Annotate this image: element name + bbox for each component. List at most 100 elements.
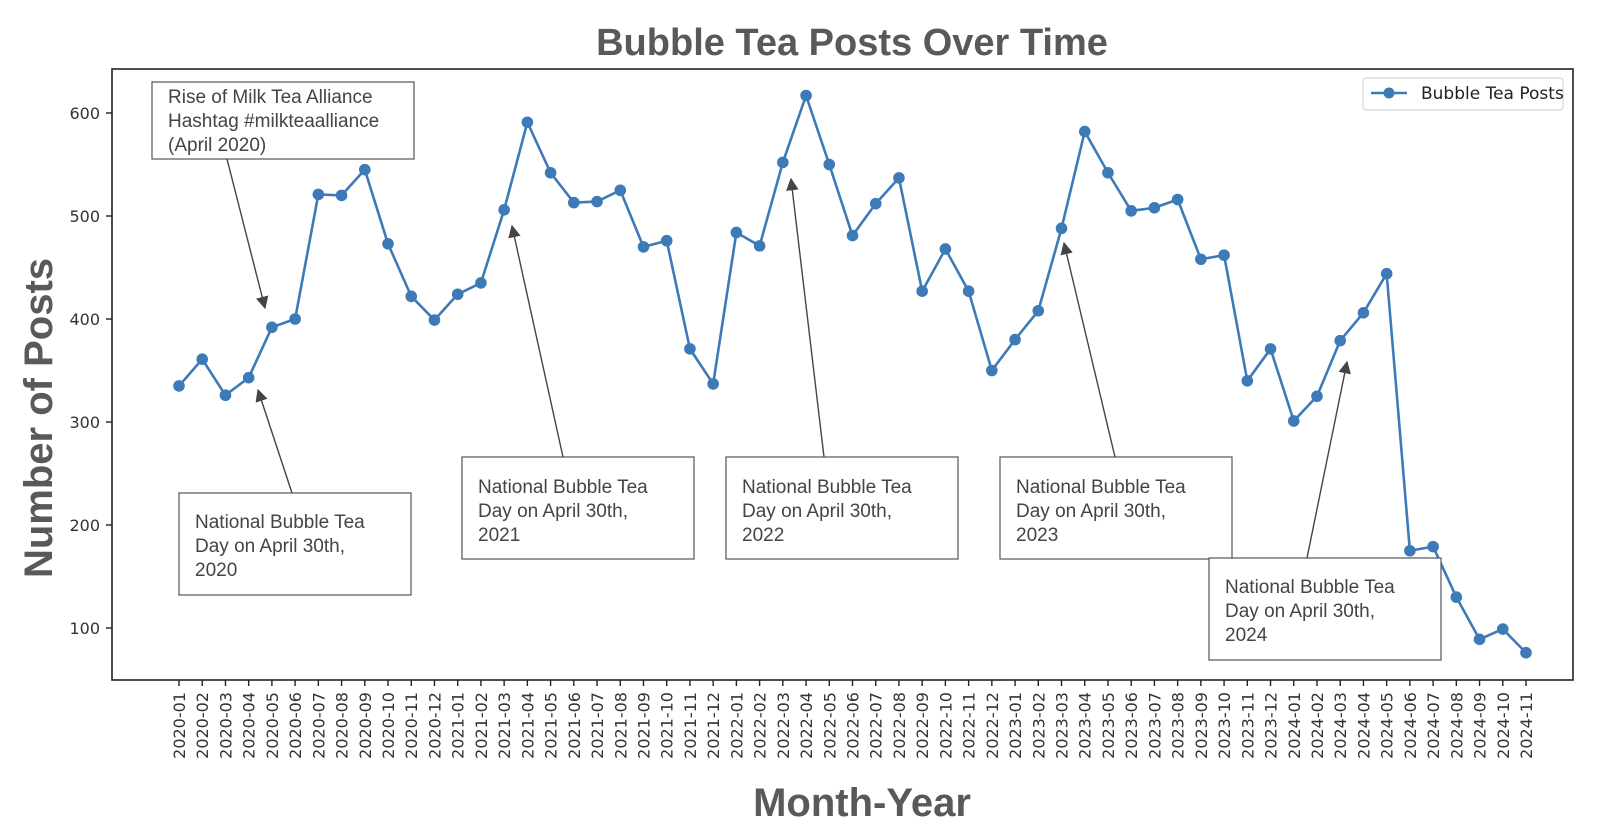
data-point	[1195, 253, 1207, 266]
data-point	[1357, 307, 1370, 319]
x-tick-label: 2023-06	[1122, 692, 1141, 759]
y-axis-label: Number of Posts	[17, 258, 61, 578]
x-tick-label: 2022-04	[797, 692, 816, 759]
data-point	[1125, 205, 1137, 217]
x-tick-label: 2021-02	[472, 692, 491, 759]
data-point	[846, 229, 859, 242]
data-point	[1473, 633, 1486, 646]
data-point	[1241, 375, 1254, 387]
data-point	[451, 288, 464, 301]
annotation-box	[725, 456, 959, 560]
x-tick-label: 2022-05	[820, 692, 839, 759]
data-point	[335, 189, 348, 202]
data-point	[266, 321, 278, 334]
annotation: National Bubble Tea Day on April 30th, 202…	[999, 241, 1233, 560]
data-point	[1311, 390, 1323, 403]
annotation-arrow	[786, 177, 825, 458]
data-point	[1171, 193, 1184, 206]
data-point	[1218, 249, 1230, 261]
annotation-text-line: National Bubble Tea	[1016, 477, 1186, 498]
annotation-text-line: National Bubble Tea	[742, 477, 912, 498]
x-tick-label: 2020-10	[379, 692, 398, 759]
data-point	[358, 163, 371, 176]
x-tick-label: 2023-08	[1169, 692, 1188, 759]
data-point	[707, 378, 719, 390]
x-tick-label: 2020-02	[193, 692, 212, 759]
data-point	[939, 243, 952, 255]
x-tick-label: 2020-04	[240, 692, 259, 759]
data-point	[614, 184, 627, 197]
x-tick-label: 2021-05	[542, 692, 561, 759]
x-tick-label: 2021-11	[681, 692, 700, 759]
data-point	[637, 241, 650, 253]
x-tick-label: 2024-09	[1471, 692, 1490, 759]
data-point	[196, 353, 209, 365]
annotation-box	[178, 492, 412, 596]
data-point	[1287, 415, 1300, 427]
annotation-text-line: National Bubble Tea	[195, 512, 365, 533]
x-tick-label: 2021-10	[658, 692, 677, 759]
x-tick-label: 2021-07	[588, 692, 607, 759]
y-tick-label: 400	[69, 310, 100, 329]
annotation: Rise of Milk Tea Alliance Hashtag #milkte…	[151, 81, 415, 310]
x-tick-label: 2022-11	[960, 692, 979, 759]
annotation-text-line: National Bubble Tea	[1225, 577, 1395, 598]
x-tick-label: 2022-07	[867, 692, 886, 759]
annotation-arrow	[1060, 241, 1116, 458]
x-tick-label: 2024-03	[1331, 692, 1350, 759]
data-point	[219, 389, 232, 402]
data-point	[800, 89, 812, 102]
x-tick-label: 2022-01	[727, 692, 746, 759]
data-point	[1055, 222, 1068, 235]
data-point	[777, 156, 789, 169]
annotation-text-line: National Bubble Tea	[478, 477, 648, 498]
x-axis: 2020-01 2020-02 2020-03 2020-04 2020-05 2020-…	[170, 680, 1536, 759]
x-tick-label: 2023-05	[1099, 692, 1118, 759]
x-tick-label: 2024-06	[1401, 692, 1420, 759]
data-point	[544, 166, 557, 179]
data-point	[498, 204, 510, 216]
data-point	[869, 197, 882, 210]
annotation: National Bubble Tea Day on April 30th, 202…	[178, 388, 412, 596]
data-point	[1380, 267, 1393, 280]
y-tick-label: 600	[69, 104, 100, 123]
x-tick-label: 2021-09	[634, 692, 653, 759]
annotation-arrow	[226, 158, 269, 310]
annotation-text-line: Day on April 30th,	[195, 536, 345, 557]
x-tick-label: 2023-11	[1238, 692, 1257, 759]
x-tick-label: 2024-11	[1517, 692, 1536, 759]
data-point	[684, 343, 696, 355]
data-point	[568, 196, 580, 209]
annotation-text-line: (April 2020)	[168, 135, 266, 156]
data-point	[660, 234, 673, 247]
legend-dot-marker	[1383, 87, 1395, 99]
annotation-text-line: Rise of Milk Tea Alliance	[168, 87, 373, 108]
legend: Bubble Tea Posts	[1362, 77, 1564, 111]
annotation-text-line: 2024	[1225, 625, 1268, 646]
x-tick-label: 2022-06	[844, 692, 863, 759]
legend-label: Bubble Tea Posts	[1421, 84, 1564, 104]
x-tick-label: 2020-11	[402, 692, 421, 759]
x-tick-label: 2020-01	[170, 692, 189, 759]
data-point	[405, 290, 418, 303]
x-tick-label: 2024-01	[1285, 692, 1304, 759]
x-tick-label: 2020-09	[356, 692, 375, 759]
x-tick-label: 2024-10	[1494, 692, 1513, 759]
data-point	[730, 226, 743, 239]
y-tick-label: 200	[69, 516, 100, 535]
x-tick-label: 2024-07	[1424, 692, 1443, 759]
annotation-arrow	[255, 388, 293, 494]
x-tick-label: 2022-03	[774, 692, 793, 759]
annotation-arrow	[1306, 360, 1351, 559]
annotation-box	[461, 456, 695, 560]
annotation-arrow	[508, 224, 564, 458]
x-tick-label: 2024-05	[1378, 692, 1397, 759]
x-tick-label: 2023-01	[1006, 692, 1025, 759]
plot-frame	[111, 68, 1574, 681]
x-tick-label: 2021-04	[518, 692, 537, 759]
y-tick-label: 100	[69, 619, 100, 638]
annotation-text-line: Day on April 30th,	[1225, 601, 1375, 622]
x-tick-label: 2020-12	[425, 692, 444, 759]
